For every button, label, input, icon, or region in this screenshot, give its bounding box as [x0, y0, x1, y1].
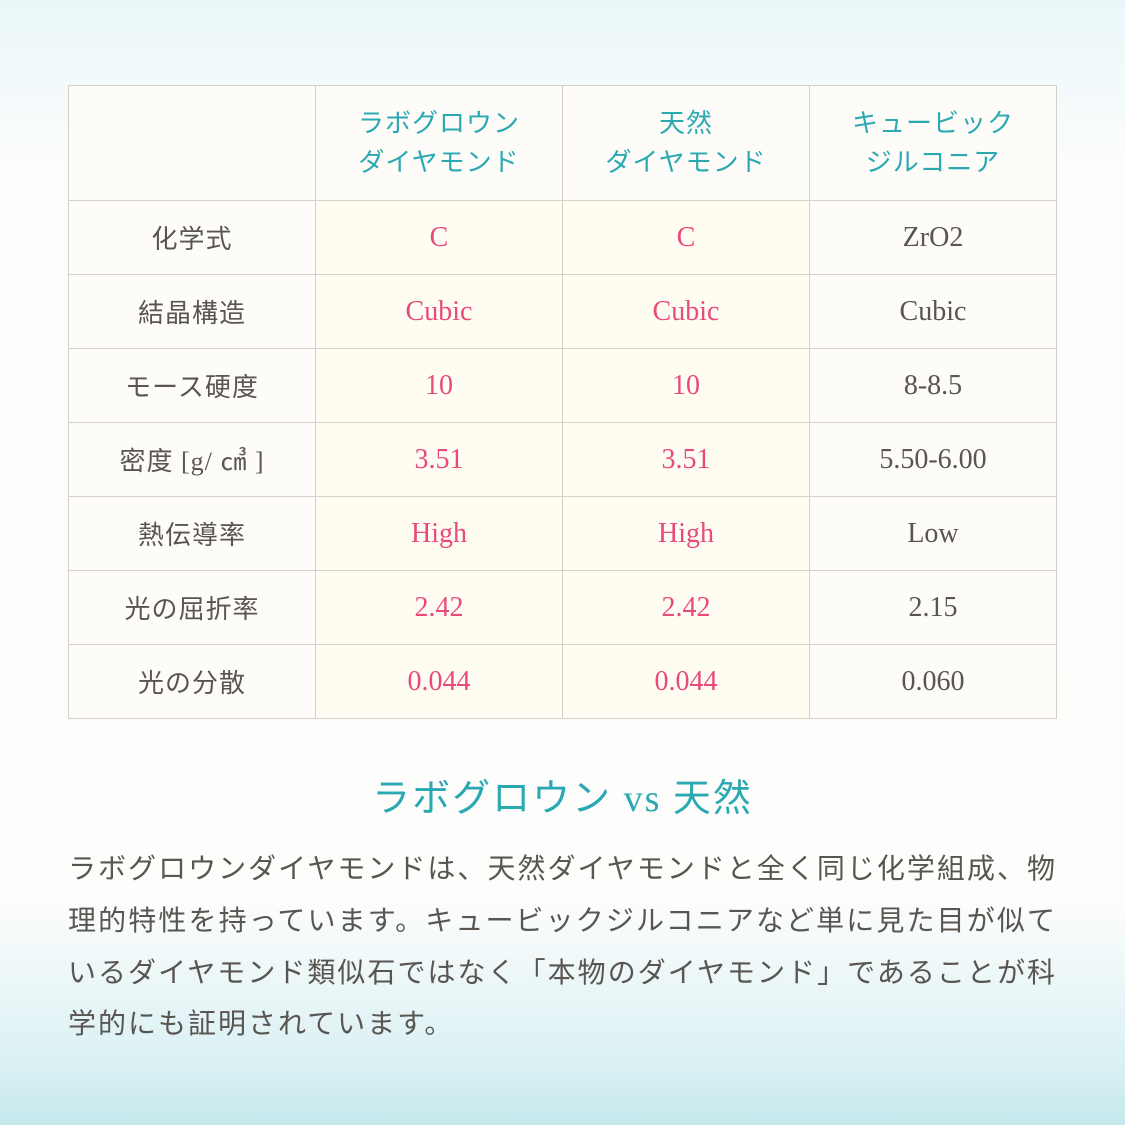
table-cell: Cubic — [810, 275, 1057, 349]
table-cell: Cubic — [316, 275, 563, 349]
table-header: ラボグロウン ダイヤモンド 天然 ダイヤモンド キュービック ジルコニア — [69, 86, 1057, 201]
header-line2: ジルコニア — [818, 143, 1048, 182]
table-cell: Cubic — [563, 275, 810, 349]
table-cell: 2.42 — [316, 571, 563, 645]
table-cell: 3.51 — [563, 423, 810, 497]
header-line1: 天然 — [571, 104, 801, 143]
table-row: 光の分散0.0440.0440.060 — [69, 645, 1057, 719]
table-cell: High — [563, 497, 810, 571]
table-cell: 0.060 — [810, 645, 1057, 719]
row-label: 化学式 — [69, 201, 316, 275]
table-row: モース硬度10108-8.5 — [69, 349, 1057, 423]
header-line1: キュービック — [818, 104, 1048, 143]
description-text: ラボグロウンダイヤモンドは、天然ダイヤモンドと全く同じ化学組成、物理的特性を持っ… — [68, 844, 1057, 1051]
table-header-row: ラボグロウン ダイヤモンド 天然 ダイヤモンド キュービック ジルコニア — [69, 86, 1057, 201]
table-header-empty — [69, 86, 316, 201]
table-cell: ZrO2 — [810, 201, 1057, 275]
table-cell: C — [316, 201, 563, 275]
table-cell: 5.50-6.00 — [810, 423, 1057, 497]
table-cell: 2.42 — [563, 571, 810, 645]
table-cell: High — [316, 497, 563, 571]
table-cell: 10 — [316, 349, 563, 423]
row-label: モース硬度 — [69, 349, 316, 423]
table-cell: 2.15 — [810, 571, 1057, 645]
table-cell: Low — [810, 497, 1057, 571]
table-header-labgrown: ラボグロウン ダイヤモンド — [316, 86, 563, 201]
section-title: ラボグロウン vs 天然 — [68, 767, 1057, 822]
table-cell: 0.044 — [316, 645, 563, 719]
table-header-cz: キュービック ジルコニア — [810, 86, 1057, 201]
header-line2: ダイヤモンド — [571, 143, 801, 182]
table-row: 化学式CCZrO2 — [69, 201, 1057, 275]
table-row: 結晶構造CubicCubicCubic — [69, 275, 1057, 349]
table-cell: 8-8.5 — [810, 349, 1057, 423]
comparison-table: ラボグロウン ダイヤモンド 天然 ダイヤモンド キュービック ジルコニア 化学式… — [68, 85, 1057, 719]
table-cell: 10 — [563, 349, 810, 423]
row-label: 結晶構造 — [69, 275, 316, 349]
table-row: 光の屈折率2.422.422.15 — [69, 571, 1057, 645]
table-body: 化学式CCZrO2結晶構造CubicCubicCubicモース硬度10108-8… — [69, 201, 1057, 719]
row-label: 熱伝導率 — [69, 497, 316, 571]
table-cell: C — [563, 201, 810, 275]
table-header-natural: 天然 ダイヤモンド — [563, 86, 810, 201]
header-line2: ダイヤモンド — [324, 143, 554, 182]
table-row: 密度 [g/ ㎤ ]3.513.515.50-6.00 — [69, 423, 1057, 497]
table-cell: 3.51 — [316, 423, 563, 497]
table-row: 熱伝導率HighHighLow — [69, 497, 1057, 571]
row-label: 光の分散 — [69, 645, 316, 719]
row-label: 光の屈折率 — [69, 571, 316, 645]
header-line1: ラボグロウン — [324, 104, 554, 143]
row-label: 密度 [g/ ㎤ ] — [69, 423, 316, 497]
table-cell: 0.044 — [563, 645, 810, 719]
